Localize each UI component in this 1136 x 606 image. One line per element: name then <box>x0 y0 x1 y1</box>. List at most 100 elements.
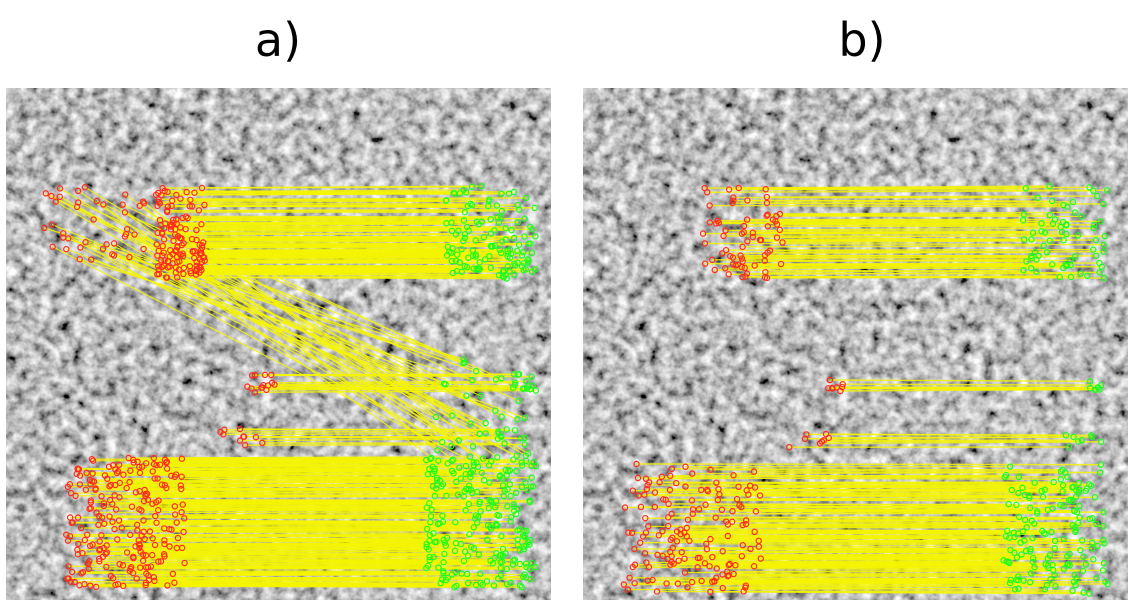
source-keypoint <box>137 564 144 571</box>
target-keypoint <box>531 204 538 212</box>
source-keypoint <box>658 473 666 480</box>
target-keypoint <box>458 246 465 253</box>
source-keypoint <box>183 188 190 196</box>
source-keypoint <box>200 254 208 261</box>
match-line <box>710 591 1090 595</box>
source-keypoint <box>681 555 688 562</box>
target-keypoint <box>504 263 511 270</box>
source-keypoint <box>150 460 158 468</box>
source-keypoint <box>643 485 651 493</box>
target-keypoint <box>423 540 430 548</box>
target-keypoint <box>486 252 493 260</box>
target-keypoint <box>1020 236 1028 243</box>
source-keypoint <box>93 509 100 516</box>
source-keypoint <box>193 236 200 244</box>
match-line <box>733 474 1019 478</box>
target-keypoint <box>1026 548 1034 555</box>
target-keypoint <box>1093 252 1100 260</box>
source-keypoint <box>786 443 793 451</box>
target-keypoint <box>482 256 489 263</box>
source-keypoint <box>689 510 696 518</box>
target-keypoint <box>434 447 441 454</box>
source-keypoint <box>142 564 150 571</box>
match-line <box>638 494 1043 498</box>
target-keypoint <box>1067 273 1075 281</box>
match-line <box>758 545 1098 548</box>
source-keypoint <box>142 581 149 589</box>
source-keypoint <box>149 535 156 542</box>
source-keypoint <box>164 188 171 196</box>
match-line <box>646 488 1042 492</box>
source-keypoint <box>90 478 98 485</box>
target-keypoint <box>1057 476 1064 483</box>
source-keypoint <box>662 496 669 503</box>
source-keypoint <box>763 193 771 201</box>
source-keypoint <box>174 243 181 250</box>
target-keypoint <box>487 497 495 505</box>
target-keypoint <box>443 492 450 500</box>
target-keypoint <box>1013 554 1021 561</box>
source-keypoint <box>684 516 692 523</box>
match-line <box>103 547 503 550</box>
source-keypoint <box>52 198 59 205</box>
match-line <box>67 538 488 542</box>
target-keypoint <box>470 265 477 272</box>
target-keypoint <box>1031 248 1039 256</box>
source-keypoint <box>163 274 170 281</box>
target-keypoint <box>446 248 453 255</box>
target-keypoint <box>499 482 507 489</box>
source-keypoint <box>144 564 152 571</box>
target-keypoint <box>519 573 527 580</box>
target-keypoint <box>510 501 518 508</box>
source-keypoint <box>196 269 203 276</box>
match-line <box>646 561 1009 564</box>
target-keypoint <box>1010 529 1017 536</box>
source-keypoint <box>764 211 771 218</box>
target-keypoint <box>1028 252 1035 260</box>
source-keypoint <box>111 525 118 533</box>
match-line <box>725 229 1042 233</box>
source-keypoint <box>160 249 167 256</box>
target-keypoint <box>511 271 518 278</box>
target-keypoint <box>1066 562 1073 569</box>
source-keypoint <box>188 203 196 210</box>
match-line <box>164 555 434 558</box>
target-keypoint <box>1049 261 1056 268</box>
target-keypoint <box>1029 229 1037 236</box>
target-keypoint <box>427 513 435 520</box>
source-keypoint <box>750 468 758 475</box>
source-keypoint <box>174 534 182 542</box>
target-keypoint <box>437 579 444 587</box>
source-keypoint <box>163 465 171 472</box>
target-keypoint <box>522 560 530 567</box>
source-keypoint <box>178 473 185 480</box>
source-keypoint <box>155 497 162 504</box>
target-keypoint <box>1015 530 1022 537</box>
target-keypoint <box>442 542 450 549</box>
target-keypoint <box>1015 585 1022 592</box>
target-keypoint <box>473 459 480 466</box>
source-keypoint <box>153 519 160 526</box>
source-keypoint <box>69 519 76 526</box>
source-keypoint <box>825 385 832 392</box>
target-keypoint <box>1047 576 1054 583</box>
target-keypoint <box>523 527 530 535</box>
match-line <box>767 213 1050 216</box>
source-keypoint <box>122 191 129 198</box>
panel-a-matches-svg <box>6 88 551 600</box>
source-keypoint <box>164 203 172 210</box>
target-keypoint <box>1059 466 1066 474</box>
source-keypoint <box>115 461 123 468</box>
target-keypoint <box>518 459 525 466</box>
target-keypoint <box>1002 471 1010 479</box>
target-keypoint <box>1028 236 1035 243</box>
source-keypoint <box>49 243 56 250</box>
match-line <box>158 272 453 275</box>
target-keypoint <box>506 268 513 275</box>
source-keypoint <box>776 210 784 218</box>
match-line <box>124 194 498 458</box>
target-keypoint <box>473 581 480 589</box>
source-keypoint <box>744 197 751 204</box>
source-keypoint <box>220 431 227 438</box>
source-keypoint <box>236 437 244 444</box>
